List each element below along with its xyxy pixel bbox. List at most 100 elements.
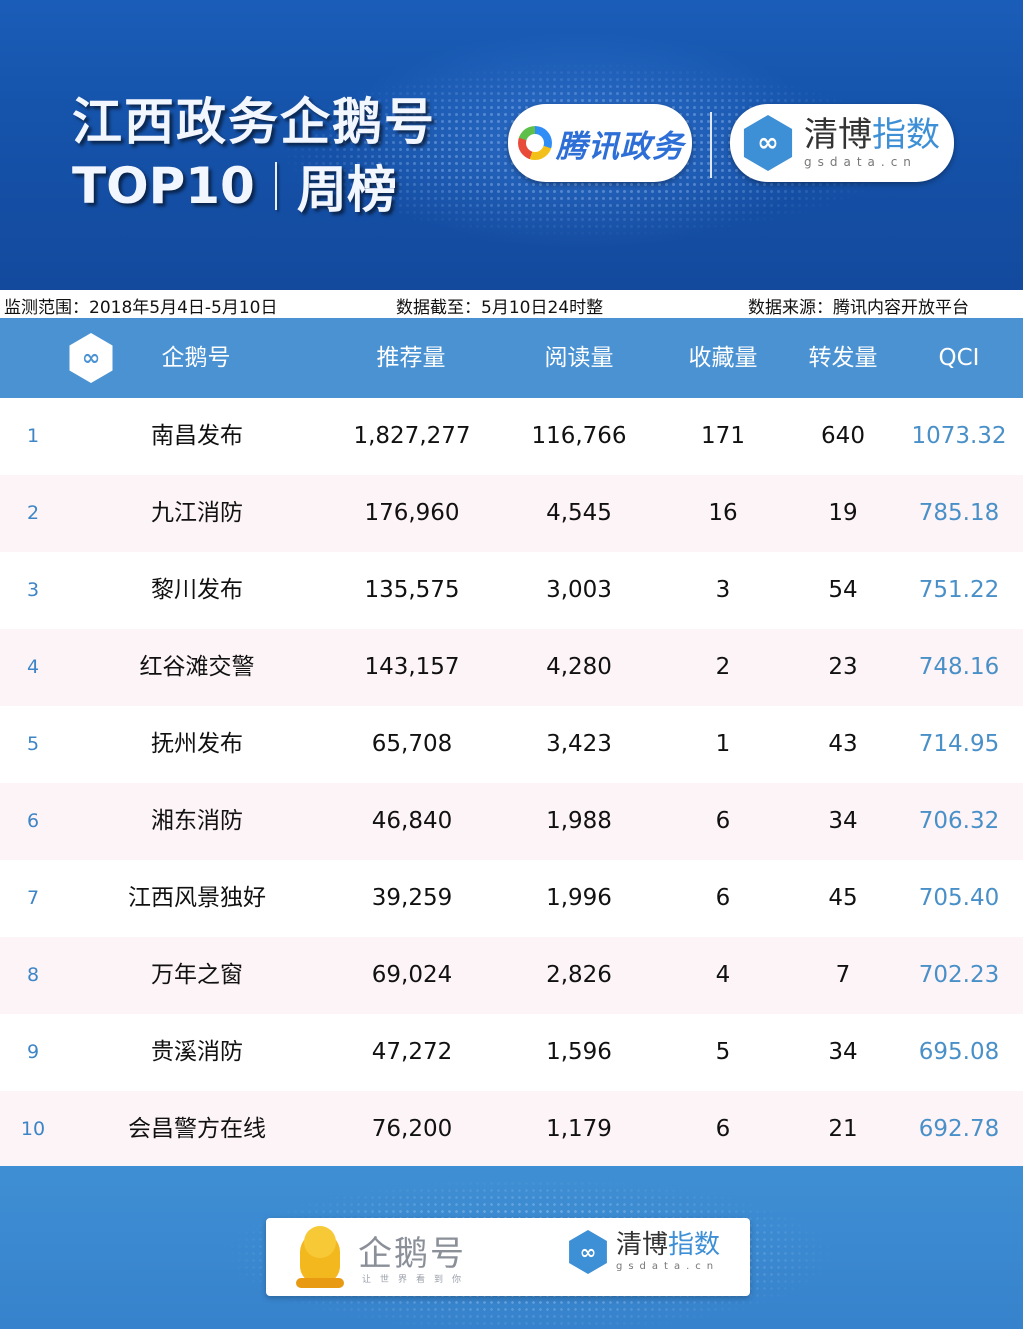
gsdata-domain: gsdata.cn: [804, 155, 917, 169]
tencent-gov-logo: 腾讯政务: [508, 104, 692, 182]
gsdata-hex-icon: ∞: [569, 1230, 607, 1274]
qie-brand: 企鹅号: [358, 1234, 466, 1274]
cell-qci: 692.78: [918, 1116, 1000, 1142]
table-row: 6 湘东消防 46,840 1,988 6 34 706.32: [0, 783, 1023, 860]
cell-reads: 1,596: [546, 1039, 612, 1065]
cell-qci: 702.23: [918, 962, 1000, 988]
cell-favorites: 1: [715, 731, 731, 757]
cell-account: 九江消防: [151, 500, 243, 526]
footer-logo-card: 企鹅号 让世界看到你 ∞ 清博指数 gsdata.cn: [266, 1218, 750, 1296]
table-row: 5 抚州发布 65,708 3,423 1 43 714.95: [0, 706, 1023, 783]
qie-slogan: 让世界看到你: [362, 1275, 471, 1285]
cell-account: 会昌警方在线: [128, 1116, 266, 1142]
table-row: 4 红谷滩交警 143,157 4,280 2 23 748.16: [0, 629, 1023, 706]
cell-recommend: 1,827,277: [353, 423, 471, 449]
cell-rank: 1: [26, 425, 40, 447]
cell-rank: 8: [26, 964, 40, 986]
banner-subtitle-left: TOP10: [72, 157, 255, 215]
cell-recommend: 143,157: [364, 654, 460, 680]
table-header: ∞ 企鹅号 推荐量 阅读量 收藏量 转发量 QCI: [0, 318, 1023, 398]
cell-qci: 785.18: [918, 500, 1000, 526]
banner-subtitle: TOP10 周榜: [72, 150, 397, 222]
penguin-icon: [296, 1226, 344, 1288]
gsdata-hex-icon: ∞: [69, 333, 113, 383]
cell-recommend: 46,840: [371, 808, 453, 834]
cell-account: 红谷滩交警: [139, 654, 255, 680]
cell-rank: 10: [20, 1118, 46, 1140]
table-row: 1 南昌发布 1,827,277 116,766 171 640 1073.32: [0, 398, 1023, 475]
cell-recommend: 135,575: [364, 577, 460, 603]
cell-rank: 7: [26, 887, 40, 909]
table-row: 8 万年之窗 69,024 2,826 4 7 702.23: [0, 937, 1023, 1014]
banner-subtitle-right: 周榜: [296, 161, 397, 219]
cell-recommend: 69,024: [371, 962, 453, 988]
cell-favorites: 4: [715, 962, 731, 988]
gsdata-wordmark: 清博指数 gsdata.cn: [804, 118, 940, 168]
banner: 江西政务企鹅号 TOP10 周榜 腾讯政务 ∞ 清博指数 gsdata.cn: [0, 0, 1023, 290]
table-row: 2 九江消防 176,960 4,545 16 19 785.18: [0, 475, 1023, 552]
cell-favorites: 6: [715, 1116, 731, 1142]
cell-account: 南昌发布: [151, 423, 243, 449]
table-row: 10 会昌警方在线 76,200 1,179 6 21 692.78: [0, 1091, 1023, 1168]
tencent-gov-name: 腾讯政务: [556, 128, 684, 165]
tencent-news-icon: [518, 126, 552, 160]
table-row: 3 黎川发布 135,575 3,003 3 54 751.22: [0, 552, 1023, 629]
table-row: 7 江西风景独好 39,259 1,996 6 45 705.40: [0, 860, 1023, 937]
gsdata-name-b: 指数: [872, 115, 940, 155]
cell-reads: 116,766: [531, 423, 627, 449]
cell-shares: 19: [828, 500, 858, 526]
cell-recommend: 65,708: [371, 731, 453, 757]
cell-shares: 43: [828, 731, 858, 757]
cell-qci: 705.40: [918, 885, 1000, 911]
cell-recommend: 47,272: [371, 1039, 453, 1065]
col-header-favorites: 收藏量: [688, 345, 758, 371]
cell-account: 湘东消防: [151, 808, 243, 834]
cell-reads: 2,826: [546, 962, 612, 988]
cell-qci: 706.32: [918, 808, 1000, 834]
cell-favorites: 6: [715, 885, 731, 911]
data-source: 数据来源：腾讯内容开放平台: [748, 298, 969, 318]
cell-favorites: 171: [701, 423, 745, 449]
cell-shares: 54: [828, 577, 858, 603]
info-strip: 监测范围：2018年5月4日-5月10日 数据截至：5月10日24时整 数据来源…: [0, 290, 1023, 318]
cell-shares: 640: [821, 423, 865, 449]
cell-reads: 1,988: [546, 808, 612, 834]
cell-rank: 9: [26, 1041, 40, 1063]
cell-favorites: 16: [708, 500, 738, 526]
cell-favorites: 6: [715, 808, 731, 834]
cell-rank: 4: [26, 656, 40, 678]
gsdata-hex-icon: ∞: [743, 115, 793, 171]
data-cutoff: 数据截至：5月10日24时整: [396, 298, 604, 318]
cell-recommend: 39,259: [371, 885, 453, 911]
footer-gsdata-logo: ∞ 清博指数 gsdata.cn: [566, 1230, 720, 1274]
cell-rank: 5: [26, 733, 40, 755]
cell-reads: 1,996: [546, 885, 612, 911]
cell-rank: 6: [26, 810, 40, 832]
cell-rank: 3: [26, 579, 40, 601]
cell-qci: 714.95: [918, 731, 1000, 757]
cell-account: 黎川发布: [151, 577, 243, 603]
cell-shares: 45: [828, 885, 858, 911]
cell-reads: 1,179: [546, 1116, 612, 1142]
cell-qci: 695.08: [918, 1039, 1000, 1065]
footer-gsdata-name-a: 清博: [616, 1230, 669, 1260]
cell-recommend: 76,200: [371, 1116, 453, 1142]
cell-reads: 4,545: [546, 500, 612, 526]
col-header-shares: 转发量: [808, 345, 878, 371]
cell-shares: 7: [835, 962, 851, 988]
col-header-account: 企鹅号: [161, 345, 231, 371]
cell-qci: 748.16: [918, 654, 1000, 680]
banner-subtitle-divider: [274, 162, 277, 210]
footer-gsdata-domain: gsdata.cn: [616, 1261, 720, 1272]
cell-qci: 751.22: [918, 577, 1000, 603]
cell-favorites: 3: [715, 577, 731, 603]
cell-shares: 21: [828, 1116, 858, 1142]
cell-qci: 1073.32: [911, 423, 1007, 449]
cell-favorites: 5: [715, 1039, 731, 1065]
cell-account: 抚州发布: [151, 731, 243, 757]
footer-gsdata-name-b: 指数: [668, 1230, 721, 1260]
cell-account: 万年之窗: [151, 962, 243, 988]
cell-rank: 2: [26, 502, 40, 524]
cell-shares: 34: [828, 808, 858, 834]
monitor-range: 监测范围：2018年5月4日-5月10日: [4, 298, 278, 318]
